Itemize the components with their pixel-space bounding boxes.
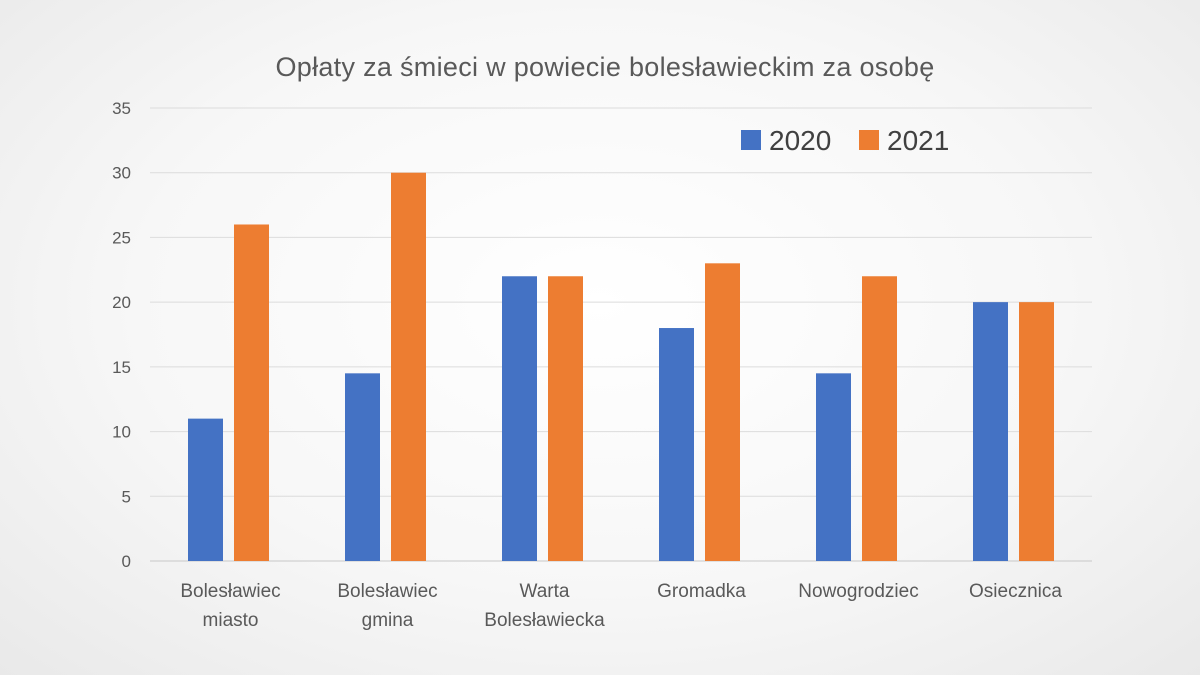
y-tick-label: 0 [122, 552, 131, 571]
x-category-label: Bolesławiec [337, 581, 437, 602]
x-category-label: miasto [203, 610, 259, 631]
bar-2020-5 [973, 302, 1008, 561]
bar-2021-4 [862, 276, 897, 561]
y-axis-ticks: 0 5 10 15 20 25 30 35 [112, 99, 131, 571]
bar-2020-3 [659, 328, 694, 561]
x-category-label: Osiecznica [969, 581, 1062, 602]
bar-2021-2 [548, 276, 583, 561]
y-tick-label: 10 [112, 423, 131, 442]
bar-2020-4 [816, 373, 851, 561]
grid-lines [150, 107, 1092, 562]
bar-2021-5 [1019, 302, 1054, 561]
y-tick-label: 20 [112, 293, 131, 312]
legend-swatch-2021 [859, 130, 879, 150]
chart-title: Opłaty za śmieci w powiecie bolesławieck… [275, 52, 935, 82]
bar-2021-1 [391, 172, 426, 561]
y-tick-label: 25 [112, 228, 131, 247]
x-axis-labels: Bolesławiec miasto Bolesławiec gmina Warta Bo… [180, 581, 1062, 631]
bar-2020-0 [188, 418, 223, 561]
legend-swatch-2020 [741, 130, 761, 150]
x-category-label: Warta [520, 581, 570, 602]
x-category-label: Bolesławiecka [484, 610, 605, 631]
y-tick-label: 5 [122, 487, 131, 506]
y-tick-label: 30 [112, 164, 131, 183]
x-category-label: Gromadka [657, 581, 746, 602]
legend-label-2021: 2021 [887, 125, 949, 156]
y-tick-label: 35 [112, 99, 131, 118]
legend: 2020 2021 [741, 125, 949, 156]
bar-2020-2 [502, 276, 537, 561]
x-category-label: gmina [362, 610, 414, 631]
bars [188, 172, 1054, 561]
bar-2021-3 [705, 263, 740, 561]
x-category-label: Nowogrodziec [798, 581, 918, 602]
y-tick-label: 15 [112, 358, 131, 377]
legend-label-2020: 2020 [769, 125, 831, 156]
bar-2020-1 [345, 373, 380, 561]
bar-2021-0 [234, 224, 269, 561]
x-category-label: Bolesławiec [180, 581, 280, 602]
